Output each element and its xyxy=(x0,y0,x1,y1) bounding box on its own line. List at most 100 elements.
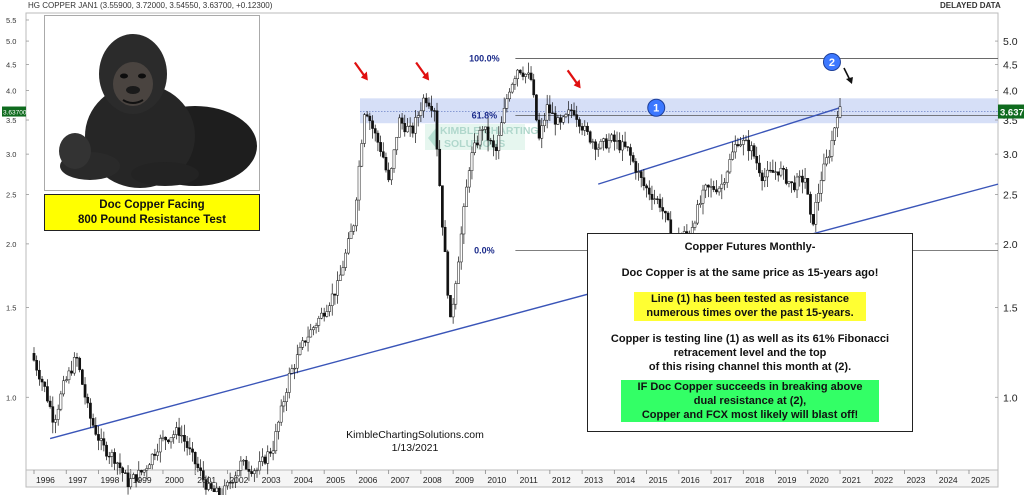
candle-body xyxy=(239,460,243,471)
fib-level-label: 0.0% xyxy=(474,246,495,256)
candle-body xyxy=(698,203,702,205)
candle-body xyxy=(40,378,44,383)
candle-body xyxy=(432,110,436,112)
candle-body xyxy=(325,311,329,317)
candle-body xyxy=(752,145,756,157)
candle-body xyxy=(833,127,836,141)
candle-body xyxy=(242,459,245,462)
candle-body xyxy=(787,181,791,184)
candle-body xyxy=(798,175,802,178)
candle-body xyxy=(457,261,460,284)
x-tick-label: 2022 xyxy=(874,475,893,485)
candle-body xyxy=(838,106,842,118)
candle-body xyxy=(497,135,501,152)
candle-body xyxy=(196,463,200,469)
candle-body xyxy=(825,157,828,165)
candle-body xyxy=(161,436,165,439)
candle-body xyxy=(282,401,286,407)
candle-body xyxy=(508,91,511,100)
candle-body xyxy=(475,142,479,146)
candle-body xyxy=(129,478,133,488)
candle-body xyxy=(645,185,648,189)
candle-body xyxy=(145,468,149,471)
candle-body xyxy=(615,140,619,142)
candle-body xyxy=(642,177,646,187)
x-tick-label: 1997 xyxy=(68,475,87,485)
candle-body xyxy=(150,453,154,466)
watermark: KIMBLE CHARTING SOLUTIONS xyxy=(425,124,539,150)
candle-body xyxy=(72,357,76,374)
candle-body xyxy=(827,155,831,158)
candle-body xyxy=(725,171,729,183)
x-tick-label: 2020 xyxy=(810,475,829,485)
y-tick-label-left: 1.5 xyxy=(6,304,16,313)
candle-body xyxy=(384,157,388,171)
candle-body xyxy=(78,357,82,371)
candle-body xyxy=(247,469,251,472)
current-price-label-right: 3.637 xyxy=(1000,108,1024,119)
candle-body xyxy=(647,187,651,195)
y-tick-label-right: 3.0 xyxy=(1003,149,1018,161)
candle-body xyxy=(320,312,323,319)
gorilla-icon xyxy=(45,16,259,190)
candle-body xyxy=(215,487,219,493)
candle-body xyxy=(712,186,716,190)
candle-body xyxy=(223,485,227,495)
candle-body xyxy=(403,123,407,133)
candle-body xyxy=(158,438,162,453)
y-tick-label-left: 2.5 xyxy=(6,190,16,199)
candle-body xyxy=(723,182,726,185)
candle-body xyxy=(586,125,589,132)
candle-body xyxy=(631,155,635,162)
candle-body xyxy=(707,184,710,188)
x-tick-label: 2025 xyxy=(971,475,990,485)
candle-body xyxy=(236,470,240,477)
candle-body xyxy=(330,293,334,306)
black-arrow-icon xyxy=(843,67,851,81)
y-tick-label-right: 2.0 xyxy=(1003,239,1018,251)
candle-body xyxy=(338,274,342,281)
candle-body xyxy=(274,431,278,452)
candle-body xyxy=(484,126,487,130)
candle-body xyxy=(387,169,390,181)
para-line1: Copper is testing line (1) as well as it… xyxy=(610,333,890,345)
candle-body xyxy=(250,471,253,474)
candle-body xyxy=(540,125,544,139)
candle-body xyxy=(365,114,369,117)
candle-body xyxy=(107,455,111,458)
candle-body xyxy=(717,187,721,193)
candle-body xyxy=(806,178,810,195)
candle-body xyxy=(121,467,125,474)
candle-body xyxy=(43,381,47,387)
candle-body xyxy=(610,134,613,141)
candle-body xyxy=(422,97,425,112)
candle-body xyxy=(446,251,450,296)
candle-body xyxy=(172,434,176,438)
y-tick-label-left: 3.0 xyxy=(6,150,16,159)
candle-body xyxy=(322,312,326,317)
candle-body xyxy=(306,336,310,343)
candle-body xyxy=(505,98,509,109)
marker-circle xyxy=(647,98,666,117)
candle-body xyxy=(575,114,579,120)
candle-body xyxy=(32,353,36,361)
marker-circle xyxy=(822,52,841,71)
candle-body xyxy=(346,238,350,254)
marker-label: 2 xyxy=(829,57,835,69)
delayed-data-label: DELAYED DATA xyxy=(940,1,1001,10)
candle-body xyxy=(750,145,753,152)
candle-body xyxy=(183,434,186,442)
candle-body xyxy=(392,149,396,169)
x-tick-label: 2005 xyxy=(326,475,345,485)
candle-body xyxy=(774,171,777,173)
candle-body xyxy=(102,438,106,446)
candle-body xyxy=(556,117,560,125)
symbol-quote: HG COPPER JAN1 (3.55900, 3.72000, 3.5455… xyxy=(28,1,273,10)
para-line2: retracement level and the top xyxy=(673,347,827,359)
candle-body xyxy=(51,406,55,423)
y-tick-label-left: 2.0 xyxy=(6,240,16,249)
candle-body xyxy=(99,438,103,441)
candle-body xyxy=(454,283,458,305)
commentary-title: Copper Futures Monthly- xyxy=(684,241,816,253)
candle-body xyxy=(35,360,39,371)
